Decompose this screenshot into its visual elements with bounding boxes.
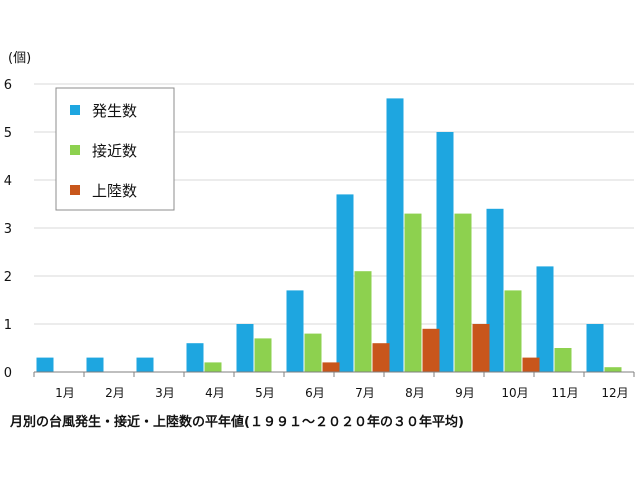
bar-joriku (422, 328, 440, 372)
y-tick-label: 3 (4, 222, 12, 237)
bar-hassei (536, 266, 554, 372)
y-axis-unit-label: (個) (8, 51, 31, 66)
x-tick-label: 2月 (105, 386, 125, 400)
bar-joriku (372, 343, 390, 372)
chart-title: 月別の台風発生・接近・上陸数の平年値(１９９１～２０２０年の３０年平均) (9, 414, 464, 430)
legend-label: 接近数 (92, 142, 137, 160)
bar-hassei (336, 194, 354, 372)
bar-joriku (522, 357, 540, 372)
x-tick-label: 4月 (205, 386, 225, 400)
legend-swatch (70, 105, 80, 115)
bars (36, 98, 622, 373)
x-tick-label: 1月 (55, 386, 75, 400)
y-tick-label: 5 (4, 126, 12, 141)
legend-swatch (70, 145, 80, 155)
y-tick-label: 6 (4, 78, 12, 93)
x-tick-label: 11月 (551, 386, 578, 400)
bar-sekkin (554, 348, 572, 372)
bar-hassei (236, 324, 254, 372)
x-tick-label: 3月 (155, 386, 175, 400)
bar-hassei (286, 290, 304, 372)
bar-hassei (186, 343, 204, 372)
bar-hassei (86, 357, 104, 372)
axes: 0 1 2 3 4 5 6 1月 2月 3月 4月 5月 6月 7月 8月 9月 10月 11月 12月 (4, 78, 635, 400)
bar-hassei (136, 357, 154, 372)
x-tick-label: 5月 (255, 386, 275, 400)
bar-joriku (472, 324, 490, 372)
bar-sekkin (254, 338, 272, 372)
x-tick-label: 6月 (305, 386, 325, 400)
x-tick-label: 10月 (501, 386, 528, 400)
legend-label: 発生数 (92, 102, 137, 120)
bar-hassei (386, 98, 404, 373)
y-tick-label: 4 (4, 174, 12, 189)
x-tick-label: 12月 (601, 386, 628, 400)
bar-sekkin (604, 367, 622, 372)
bar-sekkin (454, 213, 472, 372)
y-tick-label: 0 (4, 366, 12, 381)
bar-joriku (322, 362, 340, 372)
y-tick-label: 1 (4, 318, 12, 333)
bar-hassei (436, 132, 454, 372)
legend-swatch (70, 185, 80, 195)
bar-hassei (36, 357, 54, 372)
legend-label: 上陸数 (92, 182, 137, 200)
bar-sekkin (304, 333, 322, 372)
x-tick-label: 9月 (455, 386, 475, 400)
bar-sekkin (204, 362, 222, 372)
x-tick-label: 7月 (355, 386, 375, 400)
x-tick-label: 8月 (405, 386, 425, 400)
bar-sekkin (354, 271, 372, 372)
y-tick-label: 2 (4, 270, 12, 285)
bar-hassei (486, 208, 504, 372)
bar-hassei (586, 324, 604, 372)
bar-sekkin (404, 213, 422, 372)
bar-sekkin (504, 290, 522, 372)
